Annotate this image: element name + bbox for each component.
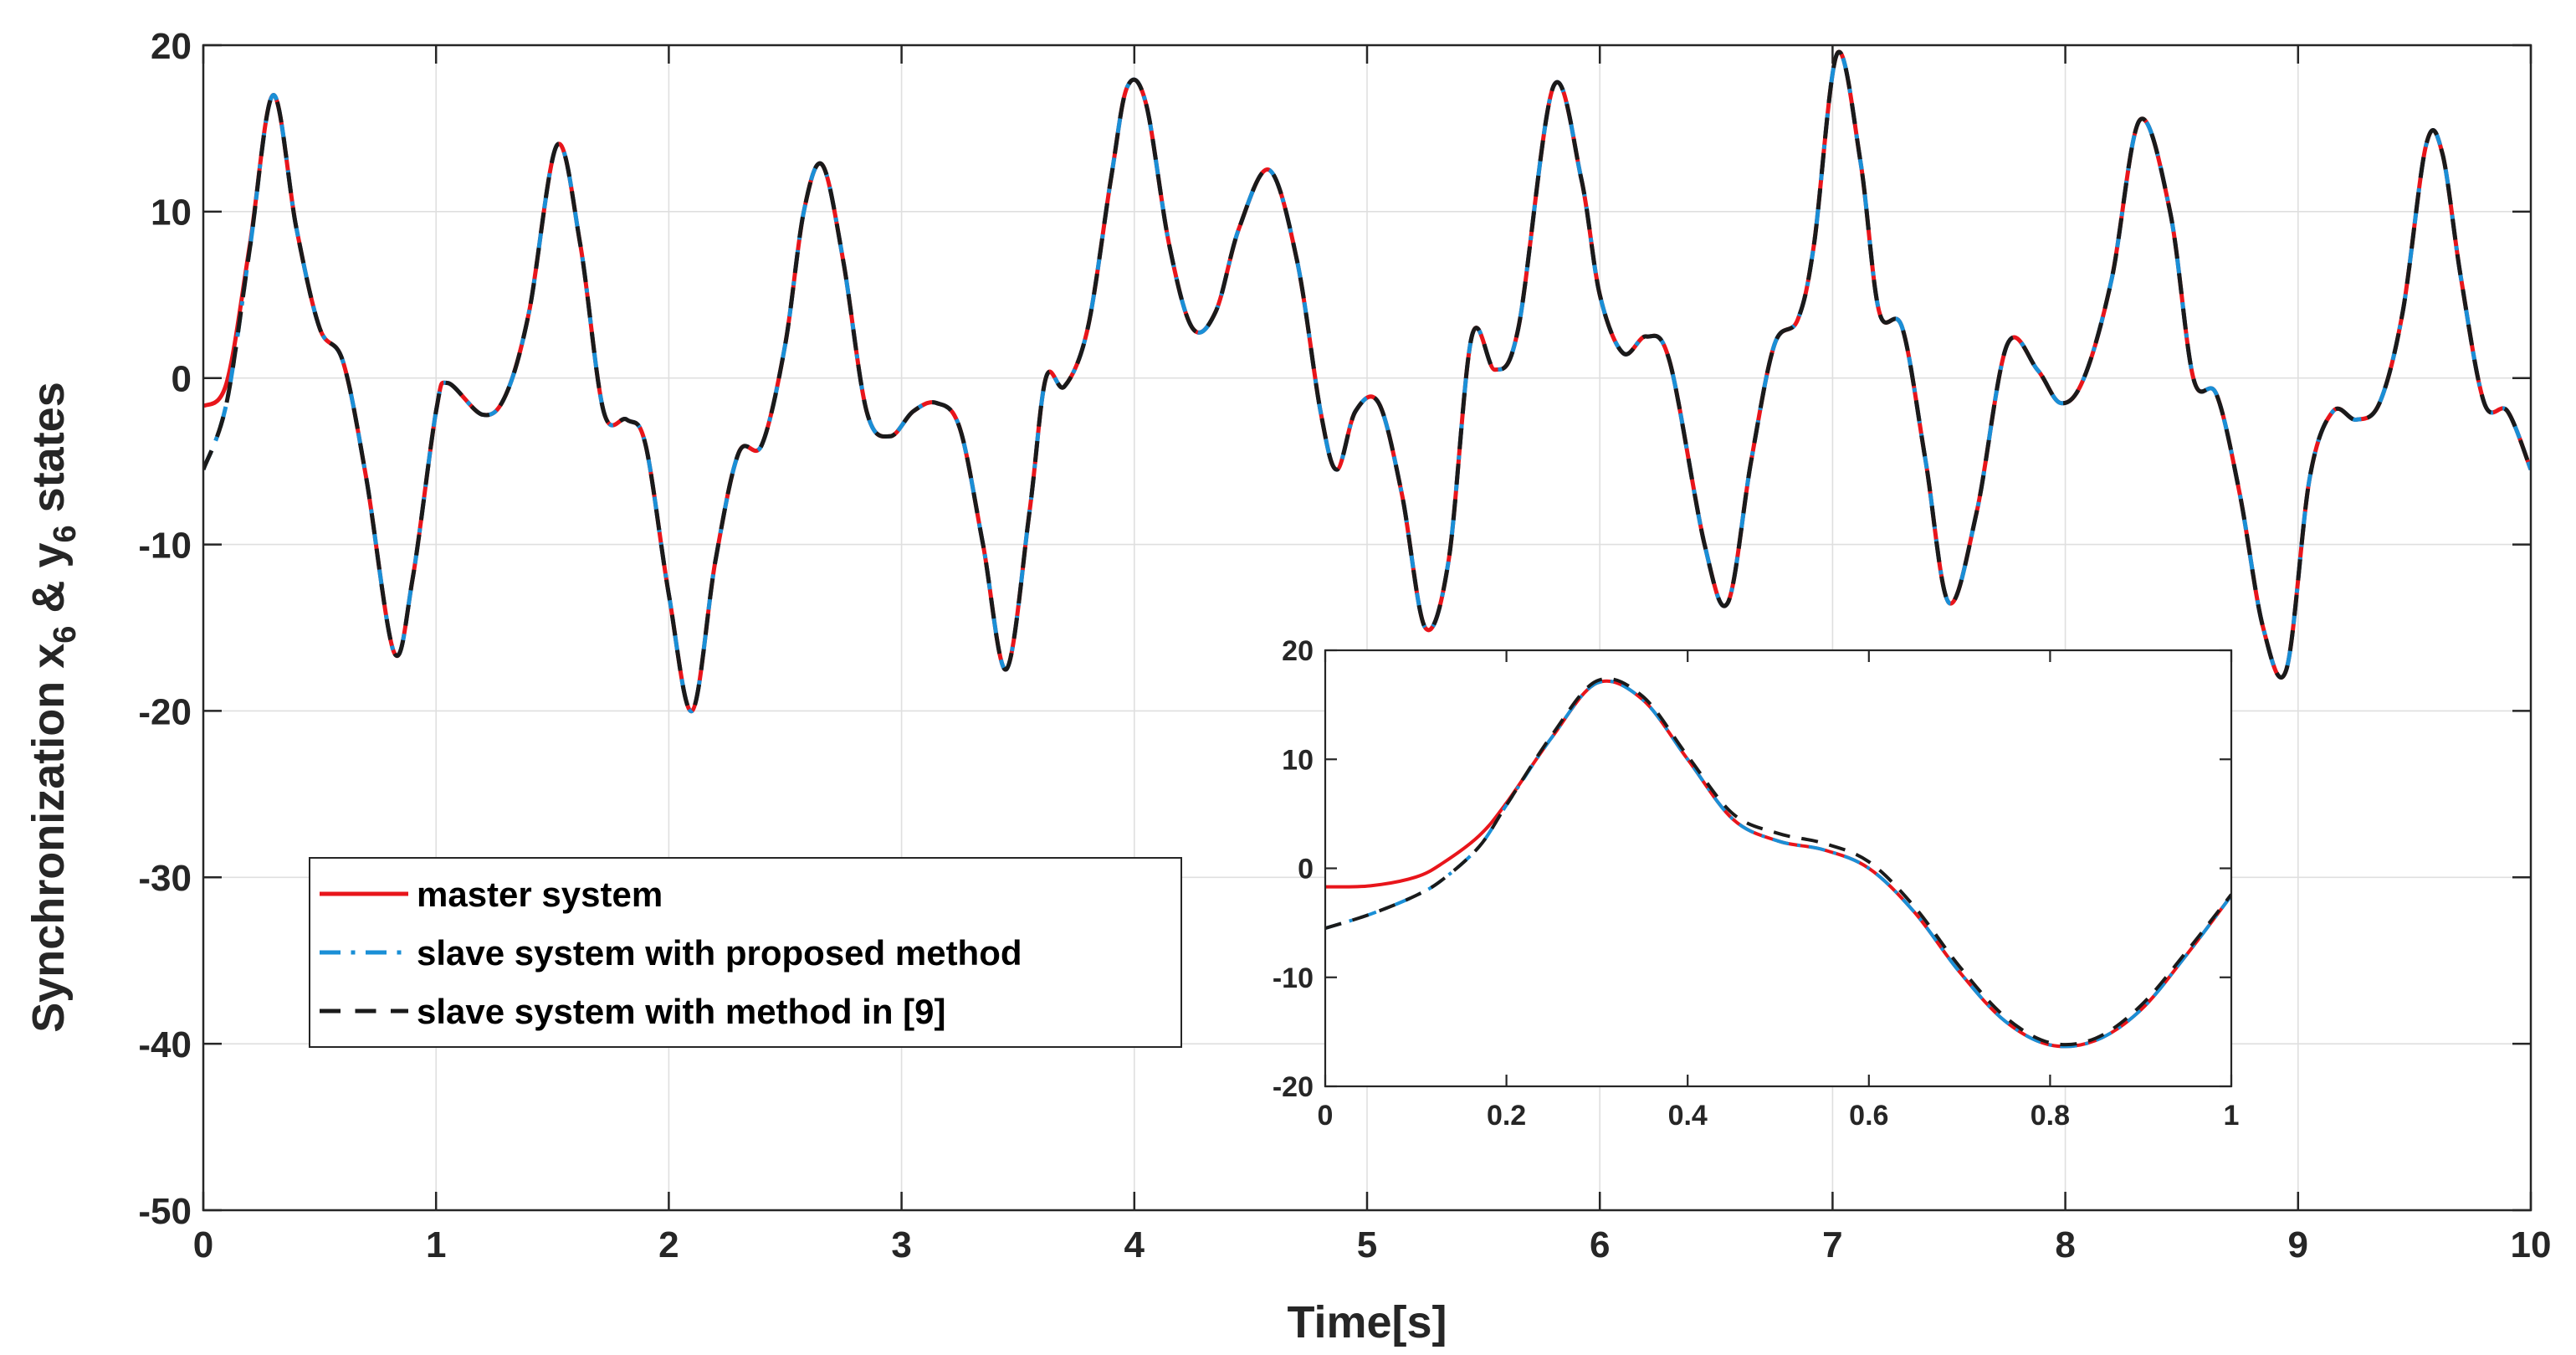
main-x-tick-label: 0 bbox=[193, 1224, 213, 1265]
y-axis-label-part: x bbox=[23, 644, 74, 669]
main-y-tick-label: 10 bbox=[151, 192, 192, 234]
main-x-tick-label: 2 bbox=[658, 1224, 679, 1265]
main-y-tick-label: 20 bbox=[151, 26, 192, 67]
inset-y-tick-label: -10 bbox=[1273, 962, 1314, 994]
main-x-tick-label: 5 bbox=[1357, 1224, 1377, 1265]
legend: master system slave system with proposed … bbox=[309, 857, 1182, 1048]
main-x-tick-label: 9 bbox=[2288, 1224, 2308, 1265]
main-x-tick-label: 4 bbox=[1124, 1224, 1145, 1265]
y-axis-label-part: y bbox=[23, 542, 74, 567]
inset-series-line-2 bbox=[1325, 676, 2231, 1047]
inset-plot-background bbox=[1325, 650, 2231, 1086]
inset-x-tick-label: 0.2 bbox=[1487, 1100, 1526, 1132]
main-x-tick-label: 1 bbox=[426, 1224, 446, 1265]
inset-y-tick-label: 10 bbox=[1282, 744, 1314, 776]
y-axis-label-part: 6 bbox=[48, 626, 83, 644]
main-x-tick-label: 10 bbox=[2511, 1224, 2552, 1265]
y-axis-label-group: Synchronization x6 & y6 states bbox=[23, 382, 83, 1033]
inset-plot-frame bbox=[1324, 649, 2233, 1088]
y-axis-label-part: & bbox=[23, 568, 74, 626]
legend-label-0: master system bbox=[417, 875, 663, 914]
inset-x-tick-label: 0.6 bbox=[1849, 1100, 1888, 1132]
inset-x-tick-label: 0.4 bbox=[1668, 1100, 1708, 1132]
main-x-tick-label: 7 bbox=[1822, 1224, 1842, 1265]
main-plot-frame bbox=[202, 44, 2532, 1212]
inset-x-tick-label: 0.8 bbox=[2031, 1100, 2070, 1132]
main-y-tick-label: -20 bbox=[138, 691, 192, 732]
main-x-tick-label: 8 bbox=[2055, 1224, 2075, 1265]
main-y-tick-label: -40 bbox=[138, 1024, 192, 1065]
y-axis-label-part: states bbox=[23, 382, 74, 525]
main-y-tick-label: 0 bbox=[172, 359, 192, 400]
inset-y-tick-label: 20 bbox=[1282, 635, 1314, 667]
inset-y-tick-label: 0 bbox=[1298, 854, 1314, 885]
main-x-tick-label: 6 bbox=[1590, 1224, 1610, 1265]
inset-series-line-0 bbox=[1325, 679, 2231, 1049]
main-series-line-2 bbox=[203, 49, 2531, 713]
legend-box bbox=[309, 857, 1182, 1048]
main-y-tick-label: -10 bbox=[138, 525, 192, 566]
y-axis-label-part: 6 bbox=[48, 525, 83, 542]
legend-label-2: slave system with method in [9] bbox=[417, 992, 946, 1031]
inset-x-tick-label: 1 bbox=[2224, 1100, 2240, 1132]
y-axis-label: Synchronization x6 & y6 states bbox=[23, 382, 83, 1033]
inset-x-tick-label: 0 bbox=[1318, 1100, 1334, 1132]
x-axis-label: Time[s] bbox=[1287, 1297, 1447, 1347]
legend-label-1: slave system with proposed method bbox=[417, 933, 1022, 973]
main-y-tick-label: -30 bbox=[138, 858, 192, 899]
inset-y-tick-label: -20 bbox=[1273, 1071, 1314, 1103]
main-x-tick-label: 3 bbox=[891, 1224, 911, 1265]
main-y-tick-label: -50 bbox=[138, 1191, 192, 1232]
y-axis-label-part: Synchronization bbox=[23, 669, 74, 1033]
